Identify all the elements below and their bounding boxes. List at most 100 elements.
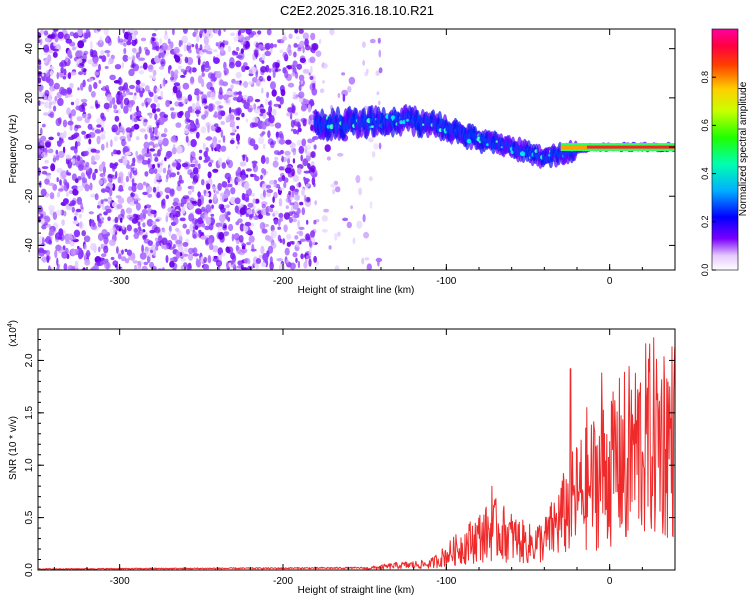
noise-speck	[94, 154, 101, 161]
noise-speck	[107, 60, 111, 65]
noise-speck	[93, 71, 100, 76]
noise-speck	[106, 94, 113, 102]
noise-speck	[149, 148, 156, 152]
noise-speck	[361, 257, 365, 265]
noise-speck	[292, 147, 297, 156]
noise-speck	[123, 141, 127, 146]
noise-speck	[253, 205, 256, 209]
noise-speck	[38, 65, 42, 70]
noise-speck	[274, 68, 282, 72]
noise-speck	[289, 185, 296, 192]
noise-speck	[38, 91, 43, 100]
noise-speck	[100, 112, 105, 120]
noise-speck	[96, 214, 100, 220]
noise-speck	[163, 77, 166, 87]
noise-speck	[45, 75, 51, 83]
noise-speck	[378, 49, 382, 58]
noise-speck	[297, 167, 302, 175]
noise-speck	[246, 95, 254, 103]
noise-speck	[308, 72, 311, 76]
noise-speck	[56, 266, 60, 270]
noise-speck	[248, 69, 253, 74]
noise-speck	[368, 137, 374, 143]
noise-speck	[312, 136, 319, 140]
spectrogram-heatmap	[38, 29, 675, 270]
noise-speck	[48, 49, 53, 54]
noise-speck	[142, 191, 148, 196]
noise-speck	[195, 131, 200, 139]
noise-speck	[141, 265, 148, 270]
noise-speck	[284, 150, 291, 156]
noise-speck	[314, 200, 318, 206]
noise-speck	[292, 91, 297, 98]
noise-speck	[194, 160, 198, 167]
noise-speck	[151, 33, 157, 37]
noise-speck	[172, 111, 177, 117]
noise-speck	[321, 62, 328, 69]
noise-speck	[48, 204, 55, 212]
noise-speck	[78, 247, 83, 253]
noise-speck	[180, 68, 185, 73]
noise-speck	[341, 89, 348, 97]
noise-speck	[123, 97, 130, 106]
noise-speck	[100, 188, 107, 193]
noise-speck	[275, 62, 280, 69]
noise-speck	[282, 238, 286, 245]
noise-speck	[287, 106, 293, 113]
noise-speck	[313, 144, 317, 150]
noise-speck	[131, 47, 137, 53]
noise-speck	[73, 215, 77, 222]
spectrogram-y-label: Frequency (Hz)	[8, 115, 19, 184]
noise-speck	[182, 29, 188, 34]
noise-speck	[377, 259, 380, 267]
noise-speck	[265, 43, 270, 51]
noise-speck	[129, 103, 132, 112]
noise-speck	[201, 179, 205, 186]
noise-speck	[250, 173, 254, 178]
noise-speck	[230, 119, 235, 128]
noise-speck	[190, 139, 197, 148]
noise-speck	[218, 139, 221, 143]
noise-speck	[131, 178, 135, 185]
noise-speck	[310, 165, 316, 173]
noise-speck	[230, 84, 234, 90]
noise-speck	[215, 259, 223, 267]
noise-speck	[304, 144, 312, 151]
noise-speck	[88, 131, 96, 139]
noise-speck	[151, 37, 156, 42]
noise-speck	[105, 141, 109, 149]
noise-speck	[291, 72, 296, 77]
noise-speck	[288, 33, 293, 39]
noise-speck	[47, 54, 52, 62]
noise-speck	[40, 127, 43, 136]
noise-speck	[293, 43, 298, 48]
noise-speck	[122, 54, 129, 62]
noise-speck	[149, 114, 153, 119]
noise-speck	[187, 190, 192, 195]
noise-speck	[252, 116, 259, 124]
noise-speck	[253, 215, 260, 221]
noise-speck	[125, 175, 129, 183]
noise-speck	[235, 71, 242, 79]
noise-speck	[197, 75, 203, 84]
noise-speck	[362, 60, 366, 66]
noise-speck	[58, 188, 64, 192]
noise-speck	[76, 185, 84, 192]
noise-speck	[323, 208, 329, 213]
noise-speck	[155, 45, 160, 52]
snr-y-multiplier-exp: 4	[7, 323, 14, 327]
noise-speck	[260, 155, 266, 164]
noise-speck	[123, 105, 129, 114]
noise-speck	[175, 227, 180, 232]
noise-speck	[126, 249, 132, 256]
x-tick-label: -200	[273, 276, 293, 287]
noise-speck	[109, 239, 116, 247]
noise-speck	[89, 182, 93, 191]
noise-speck	[297, 47, 302, 52]
noise-speck	[147, 193, 153, 198]
noise-speck	[207, 255, 212, 264]
noise-speck	[76, 135, 81, 143]
noise-speck	[231, 233, 235, 242]
noise-speck	[96, 124, 102, 128]
noise-speck	[249, 138, 256, 147]
